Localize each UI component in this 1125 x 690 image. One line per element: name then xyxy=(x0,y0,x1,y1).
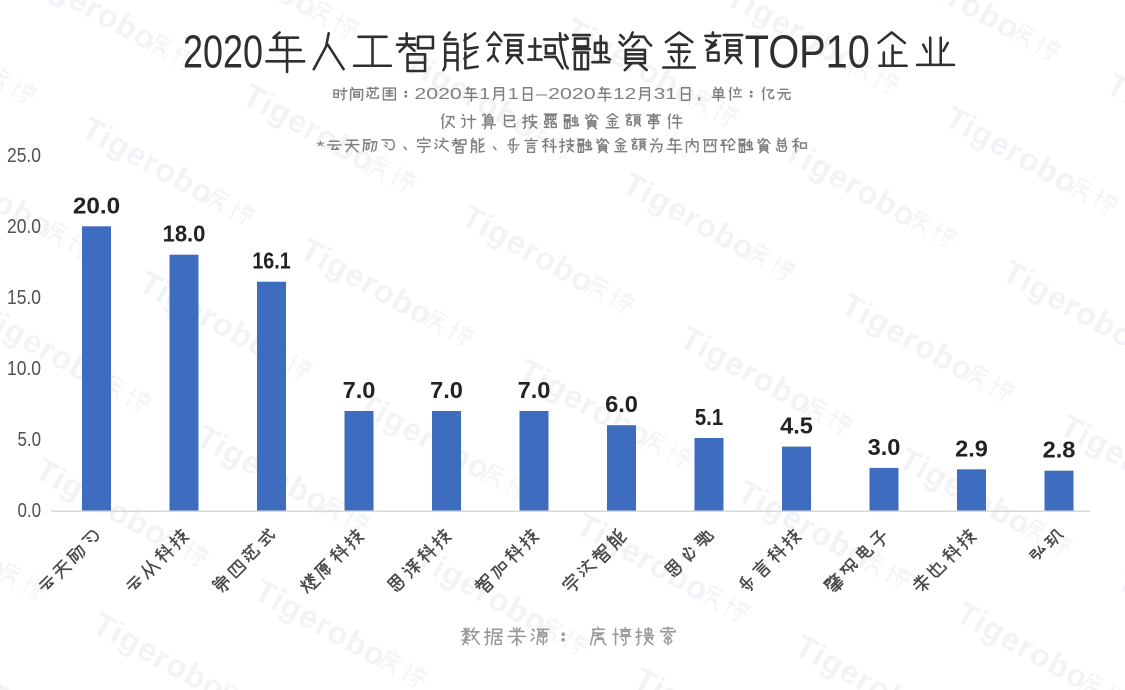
svg-text:4.5: 4.5 xyxy=(780,413,813,439)
svg-text:2020: 2020 xyxy=(548,86,596,103)
svg-text:7.0: 7.0 xyxy=(518,377,551,403)
svg-text:Tigerobo: Tigerobo xyxy=(882,0,1027,47)
svg-text:5.1: 5.1 xyxy=(695,404,723,430)
svg-text:–: – xyxy=(536,86,547,103)
svg-text:0.0: 0.0 xyxy=(18,500,42,522)
svg-text:Tigerobo: Tigerobo xyxy=(248,572,393,674)
svg-text:15.0: 15.0 xyxy=(7,287,41,309)
svg-text:Tigerobo: Tigerobo xyxy=(1101,66,1125,168)
svg-text:3.0: 3.0 xyxy=(868,434,901,460)
svg-text:12: 12 xyxy=(613,86,636,103)
svg-text:TOP10: TOP10 xyxy=(745,26,870,78)
svg-text:25.0: 25.0 xyxy=(7,145,41,167)
svg-text:2.8: 2.8 xyxy=(1043,437,1076,463)
svg-text:5.0: 5.0 xyxy=(18,429,42,451)
svg-text:Tigerobo: Tigerobo xyxy=(950,594,1095,690)
svg-text:Tigerobo: Tigerobo xyxy=(87,605,232,690)
svg-text:*: * xyxy=(316,138,325,155)
svg-text:20.0: 20.0 xyxy=(7,216,41,238)
svg-text:2020: 2020 xyxy=(414,86,462,103)
svg-text:Tigerobo: Tigerobo xyxy=(1112,561,1125,663)
svg-text:Tigerobo: Tigerobo xyxy=(789,627,934,690)
svg-text:Tigerobo: Tigerobo xyxy=(295,231,440,333)
svg-text:7.0: 7.0 xyxy=(343,377,376,403)
svg-text:18.0: 18.0 xyxy=(163,221,206,247)
svg-text:16.1: 16.1 xyxy=(252,248,290,274)
svg-text:Tigerobo: Tigerobo xyxy=(997,253,1125,355)
svg-text:Tigerobo: Tigerobo xyxy=(237,77,382,179)
svg-text:Tigerobo: Tigerobo xyxy=(409,539,554,641)
svg-text:6.0: 6.0 xyxy=(605,391,638,417)
svg-text:2020: 2020 xyxy=(183,26,263,78)
svg-text:10.0: 10.0 xyxy=(7,358,41,380)
svg-text:Tigerobo: Tigerobo xyxy=(456,198,601,300)
svg-text:Tigerobo: Tigerobo xyxy=(836,286,981,388)
svg-text:1: 1 xyxy=(508,86,519,103)
svg-text:Tigerobo: Tigerobo xyxy=(1043,0,1125,14)
svg-text:Tigerobo: Tigerobo xyxy=(0,638,71,690)
svg-text:2.9: 2.9 xyxy=(955,435,988,461)
svg-text:7.0: 7.0 xyxy=(430,377,463,403)
svg-text:20.0: 20.0 xyxy=(73,192,120,218)
svg-text:Tigerobo: Tigerobo xyxy=(18,0,163,58)
svg-text:31: 31 xyxy=(654,86,677,103)
svg-text:Tigerobo: Tigerobo xyxy=(628,660,773,690)
svg-text:Tigerobo: Tigerobo xyxy=(133,264,278,366)
svg-text:1: 1 xyxy=(479,86,490,103)
svg-text:Tigerobo: Tigerobo xyxy=(617,165,762,267)
svg-text:Tigerobo: Tigerobo xyxy=(778,132,923,234)
svg-text:Tigerobo: Tigerobo xyxy=(180,0,325,25)
svg-text:Tigerobo: Tigerobo xyxy=(939,99,1084,201)
